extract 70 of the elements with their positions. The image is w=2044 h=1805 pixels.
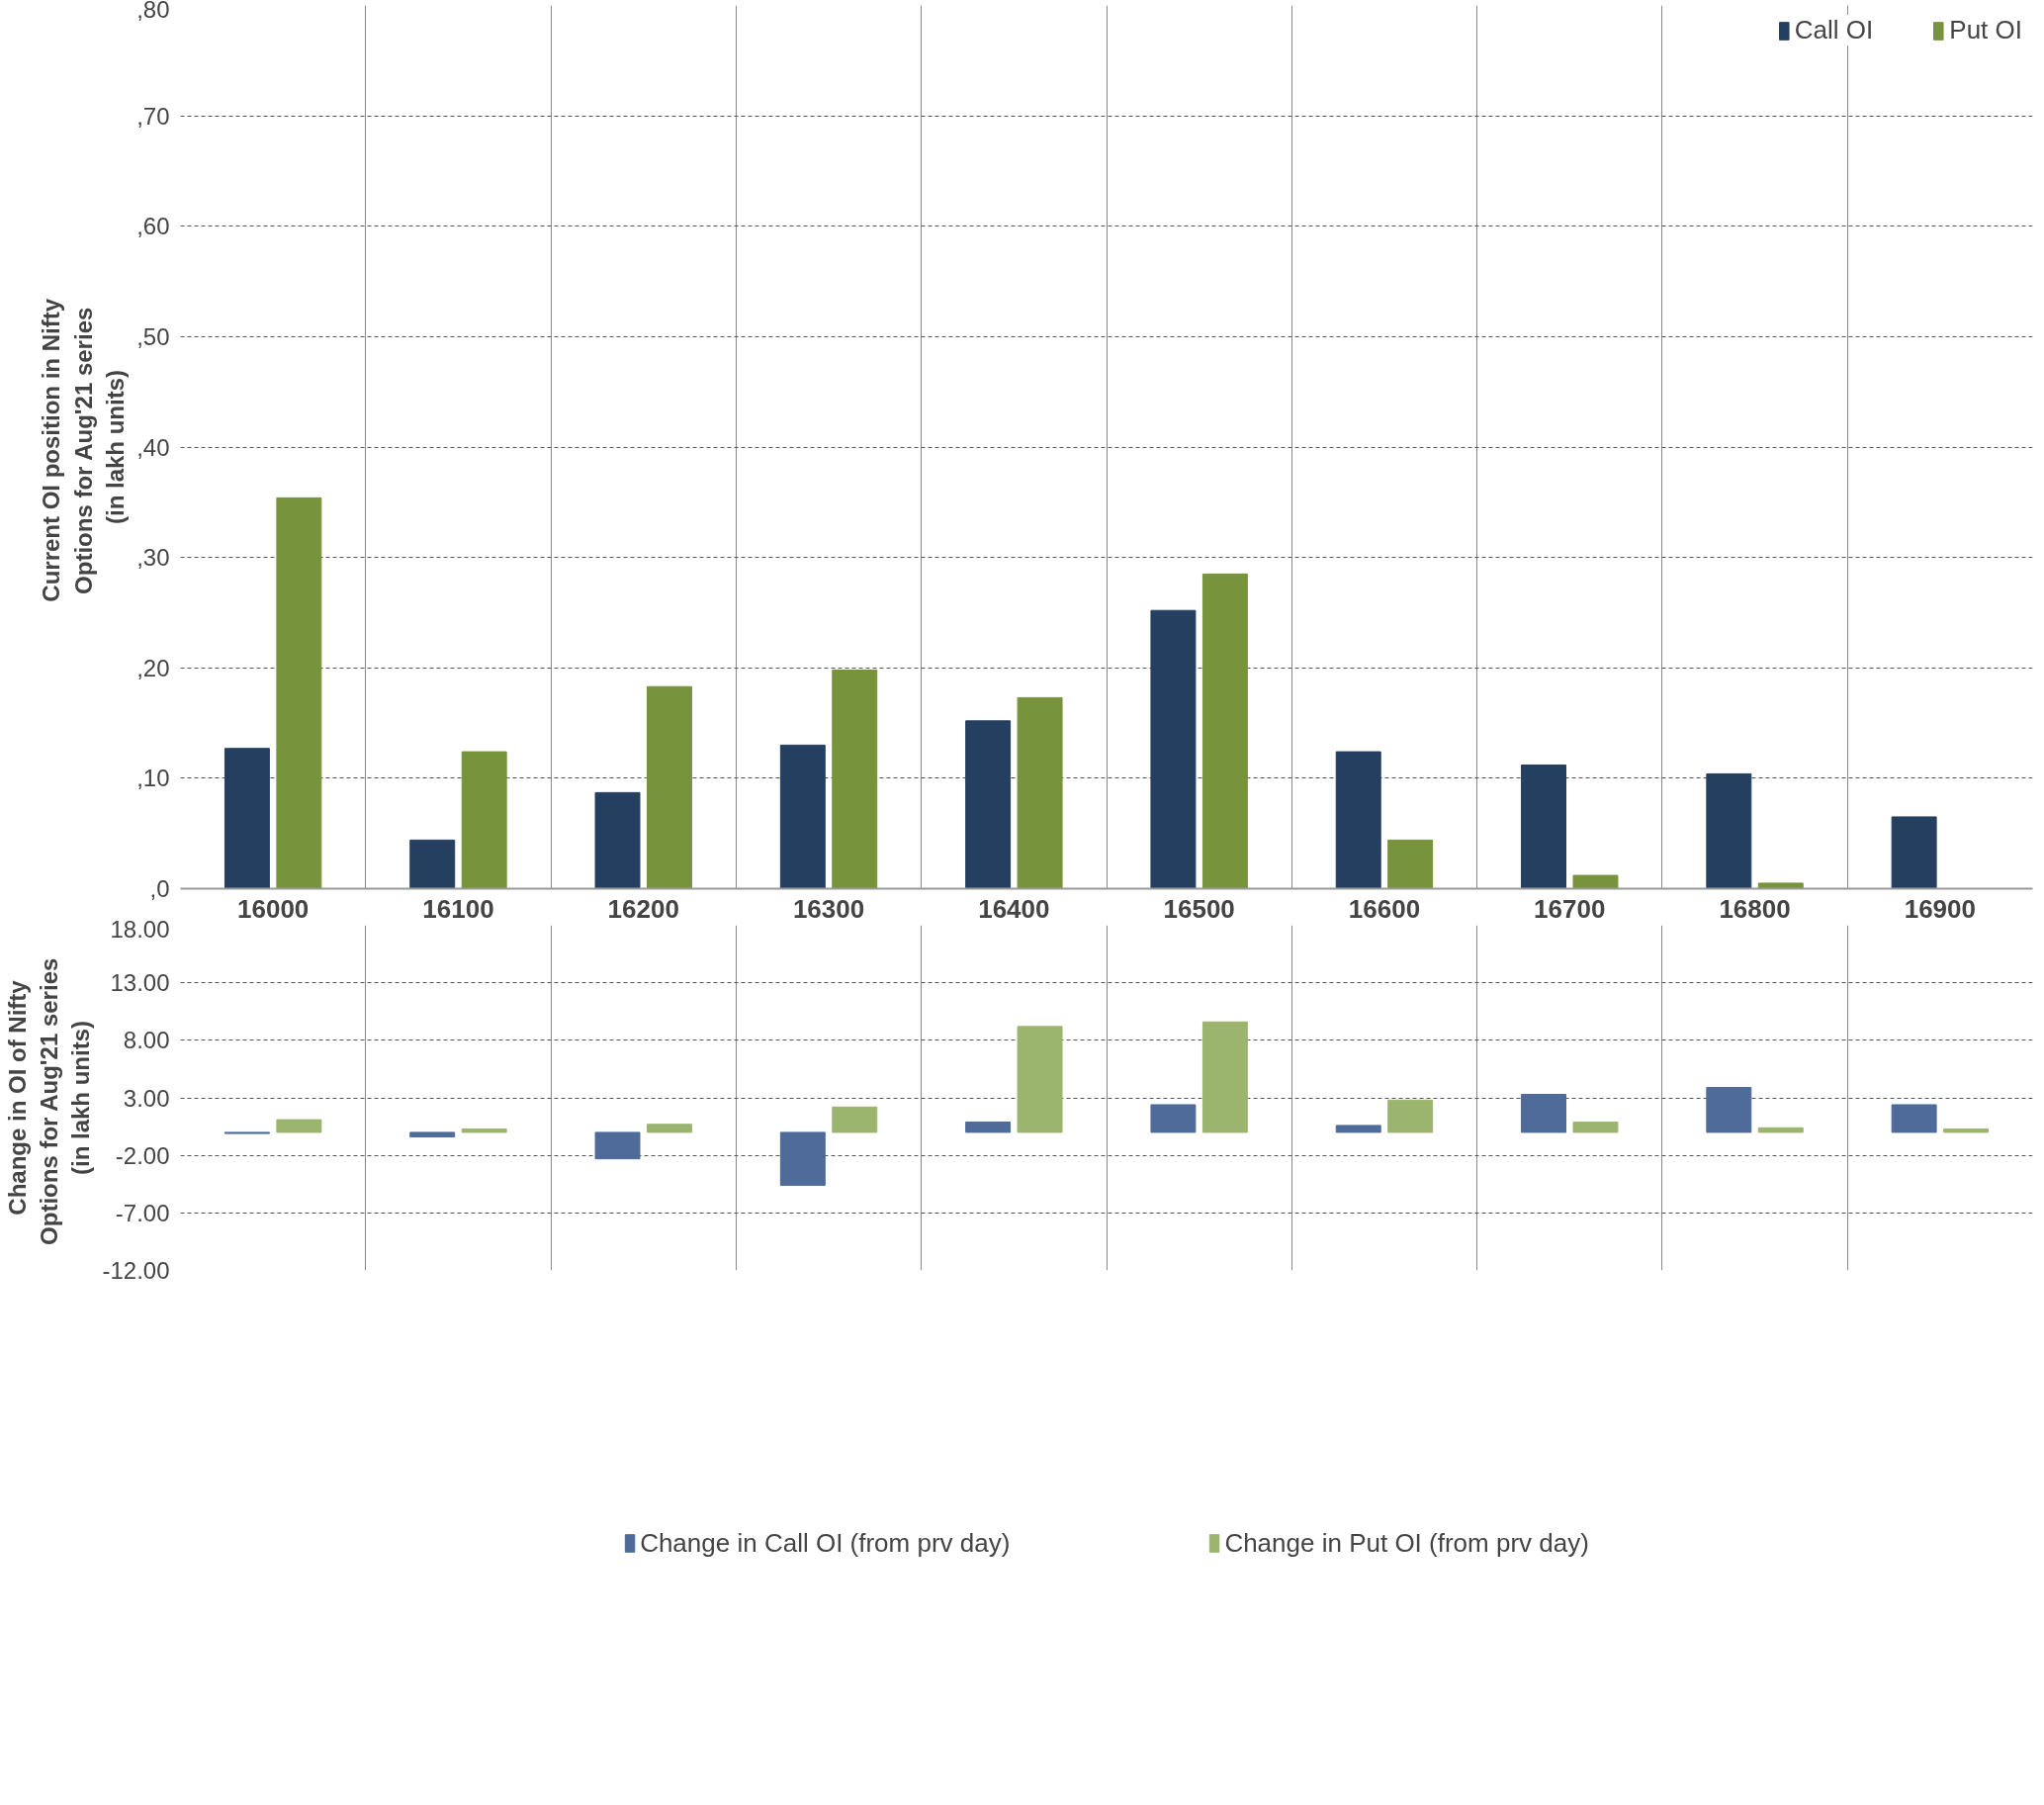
y-tick-label: 13.00 bbox=[110, 969, 170, 997]
y-tick-label: -12.00 bbox=[102, 1257, 170, 1284]
legend-label: Change in Put OI (from prv day) bbox=[1224, 1527, 1589, 1559]
y-tick-label: ,80 bbox=[136, 0, 170, 23]
bar bbox=[594, 1131, 641, 1160]
legend-label: Put OI bbox=[1949, 15, 2022, 45]
bar bbox=[1387, 839, 1434, 889]
bar bbox=[1387, 1099, 1434, 1133]
y-tick-label: ,70 bbox=[136, 102, 170, 130]
bar bbox=[1335, 1125, 1381, 1133]
bar bbox=[1706, 772, 1752, 889]
y-tick-label: -2.00 bbox=[115, 1141, 170, 1169]
bar bbox=[1757, 1127, 1804, 1133]
bar bbox=[1017, 1026, 1063, 1133]
bar bbox=[409, 1131, 456, 1138]
y-tick-label: ,40 bbox=[136, 433, 170, 461]
bar bbox=[461, 751, 507, 889]
y-axis-title: Change in OI of Nifty Options for Aug'21 series (in lakh units) bbox=[3, 957, 95, 1245]
y-axis-title: Current OI position in Nifty Options for Aug'21 series (in lakh units) bbox=[38, 298, 130, 602]
x-tick-label: 16200 bbox=[607, 893, 679, 924]
bar bbox=[647, 685, 692, 889]
bar bbox=[1521, 1094, 1566, 1133]
bar bbox=[223, 748, 270, 889]
x-tick-label: 16900 bbox=[1904, 893, 1977, 924]
x-tick-label: 16600 bbox=[1348, 893, 1421, 924]
bar bbox=[1891, 816, 1937, 889]
y-tick-label: ,60 bbox=[136, 213, 170, 240]
bar bbox=[594, 791, 641, 889]
bar bbox=[1943, 1128, 1990, 1133]
bar bbox=[965, 1121, 1012, 1133]
y-tick-label: ,20 bbox=[136, 654, 170, 681]
bar bbox=[779, 1131, 826, 1186]
bar bbox=[409, 839, 456, 889]
bar bbox=[832, 669, 878, 889]
y-tick-label: ,30 bbox=[136, 544, 170, 572]
y-tick-label: 8.00 bbox=[123, 1027, 170, 1054]
x-tick-label: 16500 bbox=[1163, 893, 1235, 924]
bar bbox=[1706, 1087, 1752, 1133]
bar bbox=[1572, 874, 1619, 889]
x-tick-label: 16800 bbox=[1719, 893, 1791, 924]
bar bbox=[1150, 609, 1197, 889]
bar bbox=[1201, 1021, 1248, 1133]
y-tick-label: 3.00 bbox=[123, 1084, 170, 1112]
bar bbox=[1201, 573, 1248, 889]
bar bbox=[1757, 882, 1804, 889]
bar bbox=[1017, 696, 1063, 889]
y-tick-label: 18.00 bbox=[110, 915, 170, 943]
x-tick-label: 16100 bbox=[422, 893, 494, 924]
bar bbox=[1572, 1121, 1619, 1133]
x-tick-label: 16300 bbox=[792, 893, 865, 924]
bar bbox=[965, 720, 1012, 889]
bar bbox=[1891, 1104, 1937, 1133]
bar bbox=[1150, 1104, 1197, 1133]
y-tick-label: ,0 bbox=[149, 875, 170, 902]
legend-label: Change in Call OI (from prv day) bbox=[640, 1527, 1011, 1559]
bar bbox=[832, 1106, 878, 1133]
bar bbox=[779, 744, 826, 889]
bar bbox=[1335, 751, 1381, 889]
bar bbox=[276, 496, 322, 889]
y-tick-label: -7.00 bbox=[115, 1199, 170, 1226]
bar bbox=[461, 1128, 507, 1133]
x-tick-label: 16400 bbox=[978, 893, 1050, 924]
x-tick-label: 16000 bbox=[237, 893, 310, 924]
y-tick-label: ,10 bbox=[136, 765, 170, 792]
x-tick-label: 16700 bbox=[1534, 893, 1606, 924]
legend-label: Call OI bbox=[1794, 15, 1874, 45]
bar bbox=[1521, 764, 1566, 889]
bar bbox=[276, 1119, 322, 1133]
y-tick-label: ,50 bbox=[136, 322, 170, 350]
bar bbox=[647, 1124, 692, 1133]
